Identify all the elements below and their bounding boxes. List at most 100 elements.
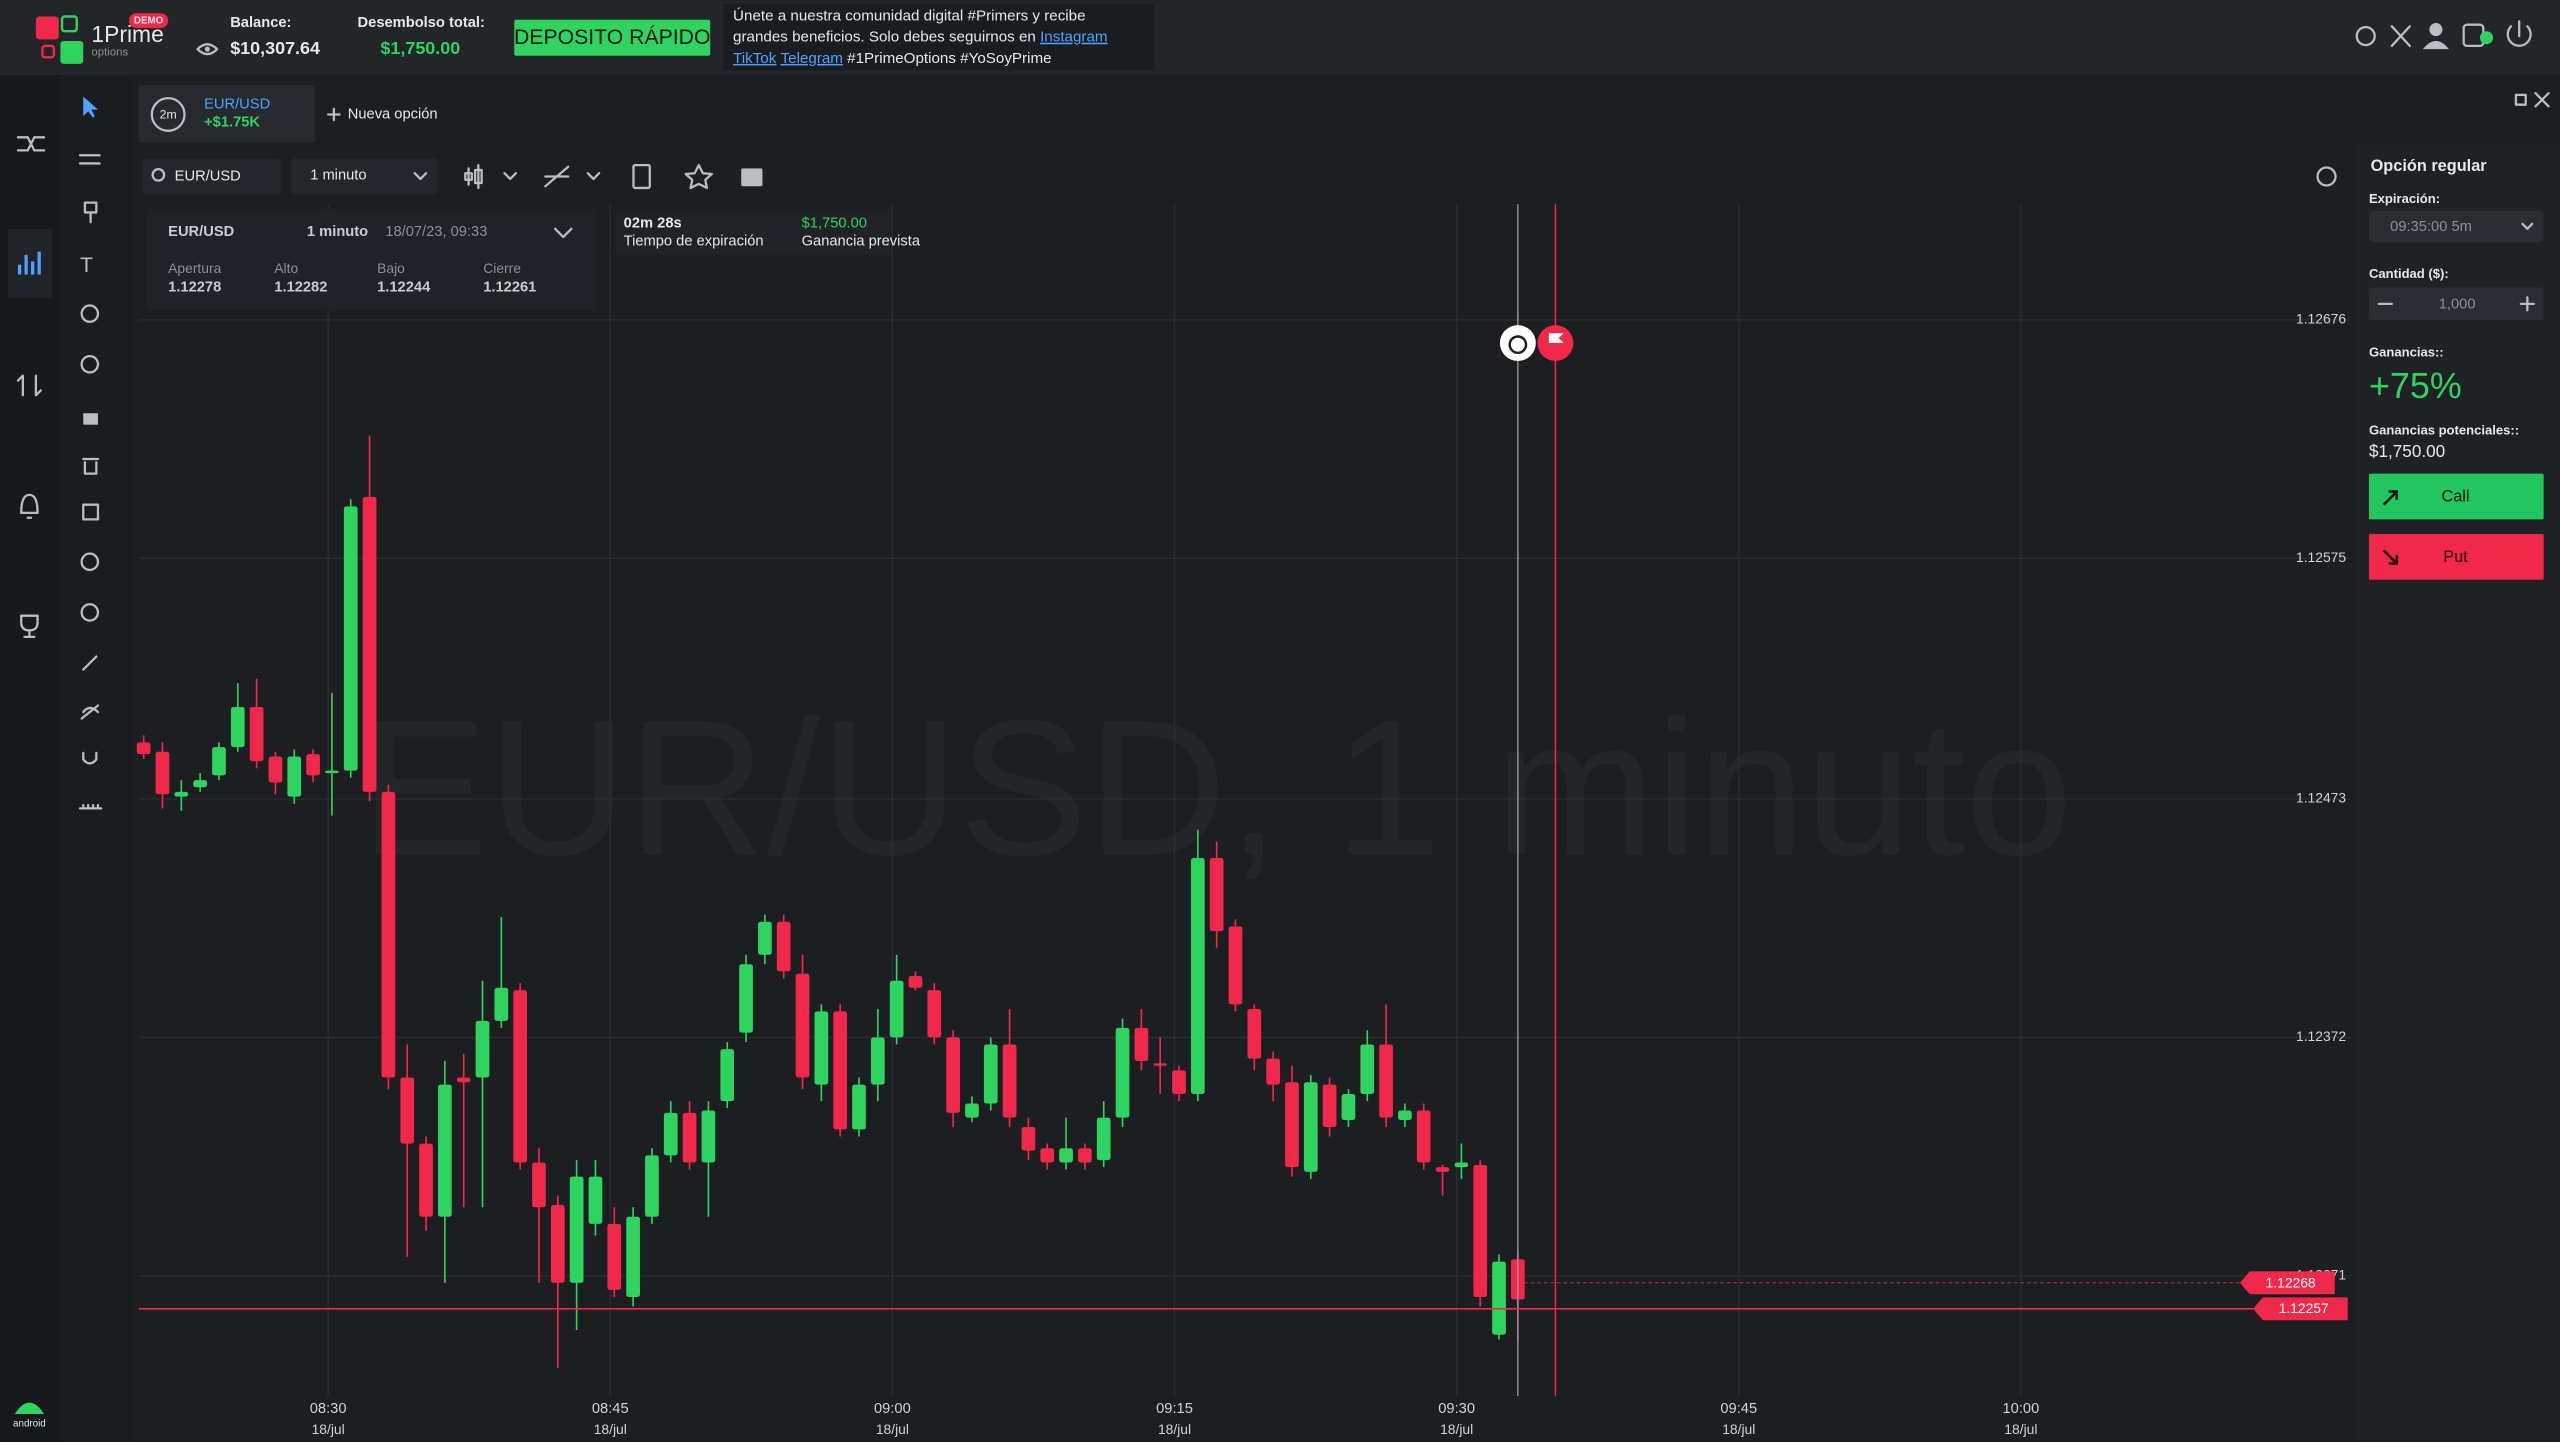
option-tab[interactable]: 2m EUR/USD +$1.75K	[138, 85, 316, 143]
y-tick-label: 1.12372	[2296, 1028, 2346, 1044]
candle-body	[249, 706, 264, 762]
indicator-icon[interactable]	[544, 165, 570, 188]
call-button[interactable]: Call	[2368, 473, 2544, 520]
nav-icon[interactable]	[16, 136, 46, 152]
user-icon[interactable]	[2429, 23, 2443, 37]
expiry-box	[613, 209, 892, 255]
x-tick-label: 08:30	[310, 1401, 347, 1417]
legend-interval: 1 minuto	[307, 224, 368, 240]
balance-label: Balance:	[230, 15, 291, 31]
legend-symbol: EUR/USD	[168, 224, 234, 240]
tab-profit: +$1.75K	[204, 115, 260, 131]
tab-timer	[150, 97, 186, 132]
candle-body	[626, 1216, 640, 1297]
amount[interactable]: 1,000	[2439, 297, 2476, 313]
window-icons[interactable]	[2514, 92, 2550, 108]
settings-icon[interactable]	[2355, 25, 2376, 47]
y-tick-label: 1.12473	[2296, 790, 2346, 806]
x-tick-date: 18/jul	[2004, 1421, 2037, 1437]
candle-body	[1002, 1044, 1017, 1118]
nav-icon[interactable]	[20, 493, 39, 519]
ruler-tool[interactable]	[78, 803, 103, 810]
promo-line: TikTok Telegram #1PrimeOptions #YoSoyPri…	[733, 50, 1051, 67]
put-button[interactable]: Put	[2368, 534, 2544, 580]
favorite-icon[interactable]	[684, 163, 713, 190]
snapshot-icon[interactable]	[741, 168, 763, 187]
logo-square	[60, 41, 84, 64]
candle-body	[419, 1143, 433, 1217]
expiration-label: Expiración:	[2369, 191, 2440, 206]
amount-plus[interactable]	[2519, 296, 2536, 312]
chart-type-icon[interactable]	[464, 163, 483, 190]
candle-body	[513, 990, 528, 1163]
hide-tool[interactable]	[80, 704, 100, 720]
legend-label: Bajo	[377, 260, 405, 276]
chart-settings-icon[interactable]	[2316, 166, 2337, 187]
symbol-search[interactable]: EUR/USD	[142, 158, 281, 195]
candle-body	[833, 1011, 848, 1130]
price-tag-label: 1.12268	[2266, 1274, 2316, 1290]
delete-tool[interactable]	[82, 457, 100, 475]
interval-select[interactable]: 1 minuto	[290, 158, 438, 195]
candle-body	[1398, 1110, 1412, 1120]
line-tool[interactable]	[78, 154, 101, 165]
x-tick-label: 08:45	[592, 1401, 629, 1417]
candle-body	[212, 747, 226, 776]
legend-chevron[interactable]	[553, 227, 573, 239]
eye-icon[interactable]	[196, 43, 219, 56]
expiration-select[interactable]: 09:35:00 5m	[2368, 210, 2544, 242]
x-tick-label: 09:30	[1438, 1401, 1475, 1417]
deposit-button[interactable]: DEPOSITO RÁPIDO	[514, 19, 711, 56]
magnet-tool[interactable]	[82, 751, 98, 765]
candle-body	[607, 1223, 622, 1290]
brush-tool[interactable]	[83, 201, 98, 224]
candle-body	[946, 1037, 960, 1113]
put-bg	[2368, 534, 2544, 580]
zoom-in-tool[interactable]	[80, 304, 100, 323]
candle-body	[1435, 1167, 1450, 1172]
disbursement: $1,750.00	[380, 38, 460, 58]
history-tool[interactable]	[80, 603, 100, 622]
flag-marker	[1537, 325, 1574, 361]
instagram-link[interactable]: Instagram	[1040, 29, 1107, 46]
candle-body	[306, 754, 320, 776]
chart: EUR/USD, 1 minuto 1.126761.125751.124731…	[136, 204, 2352, 1437]
power-icon[interactable]	[2506, 20, 2532, 47]
fullscreen-icon[interactable]	[2390, 25, 2411, 48]
legend-label: Alto	[274, 260, 298, 276]
zoom-out-tool[interactable]	[80, 354, 100, 374]
clock-tool[interactable]	[80, 552, 100, 572]
price-tag	[2240, 1271, 2335, 1295]
deposit-button-bg	[514, 19, 711, 56]
candle-body	[1416, 1110, 1431, 1163]
amount-box	[2368, 287, 2544, 321]
nav-icon[interactable]	[17, 251, 41, 275]
timer-marker	[1499, 325, 1536, 361]
candle-body	[776, 921, 791, 972]
candle-body	[720, 1049, 735, 1102]
eye-outline	[196, 43, 219, 56]
candle-body	[1209, 858, 1224, 932]
pencil-tool[interactable]	[82, 655, 98, 671]
candle-body	[701, 1110, 716, 1163]
top-icons	[2355, 20, 2532, 50]
save-tool[interactable]	[82, 503, 100, 521]
candle-body	[758, 921, 772, 955]
nav-icon[interactable]	[16, 374, 42, 397]
x-tick-date: 18/jul	[876, 1421, 909, 1437]
telegram-link[interactable]: Telegram	[781, 50, 843, 67]
legend-datetime: 18/07/23, 09:33	[385, 224, 487, 240]
tiktok-link[interactable]: TikTok	[733, 50, 777, 67]
expiry-time: 02m 28s	[624, 216, 682, 232]
logo[interactable]: 1Prime options DEMO	[35, 13, 169, 64]
status-dot	[2480, 31, 2494, 45]
new-option[interactable]: Nueva opción	[327, 106, 438, 122]
legend-box	[146, 209, 596, 311]
cursor-tool[interactable]	[83, 96, 98, 118]
calculator-icon[interactable]	[632, 163, 651, 190]
lock-tool[interactable]	[83, 413, 98, 425]
nav-icon[interactable]	[20, 614, 39, 639]
text-tool[interactable]: T	[80, 254, 93, 277]
candle-body	[1115, 1027, 1130, 1118]
call-bg	[2368, 473, 2544, 520]
